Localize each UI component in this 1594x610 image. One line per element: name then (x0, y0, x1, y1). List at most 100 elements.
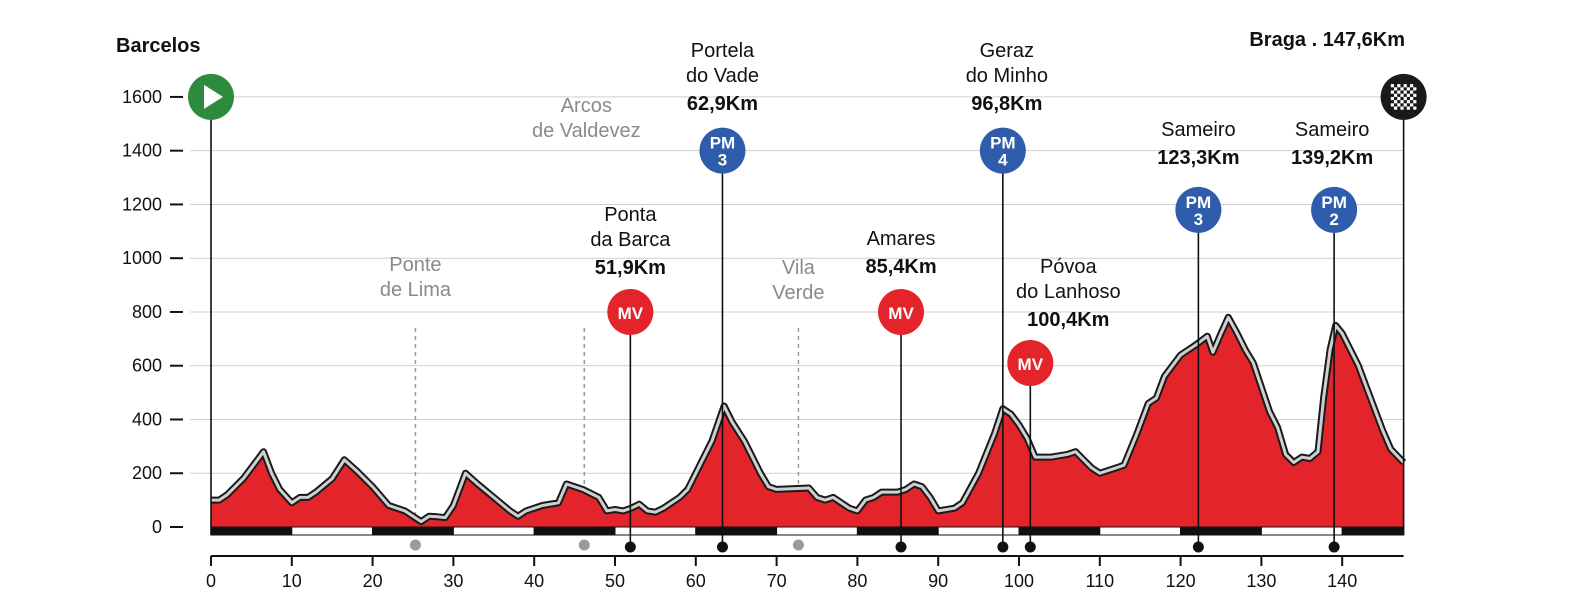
climb-marker: PM2 Sameiro 139,2Km (1291, 119, 1373, 553)
checkered-flag-icon (1390, 84, 1417, 110)
distance-segment (1018, 526, 1101, 536)
distance-segment (614, 526, 697, 536)
distance-segment (452, 526, 535, 536)
x-tick-label: 20 (363, 571, 383, 591)
marker-dot (1024, 541, 1036, 553)
x-tick-label: 10 (282, 571, 302, 591)
town-dot (578, 539, 590, 551)
checker-cell (1406, 93, 1411, 97)
y-tick-label: 1000 (122, 248, 162, 268)
x-tick-label: 70 (767, 571, 787, 591)
badge-label: MV (618, 304, 644, 323)
point-distance: 85,4Km (865, 256, 936, 278)
point-name: da Barca (590, 229, 671, 251)
y-tick-label: 400 (132, 409, 162, 429)
checker-cell (1403, 103, 1407, 107)
x-tick-label: 90 (928, 571, 948, 591)
checker-cell (1413, 87, 1417, 91)
mv-badge (607, 288, 654, 335)
point-name: do Minho (966, 65, 1048, 87)
x-tick-label: 80 (847, 571, 867, 591)
sprint-marker: MV Amares 85,4Km (865, 228, 937, 553)
town-markers: Ponte de Lima Arcos de Valdevez Vila Verde (380, 95, 825, 551)
y-axis: 0 200 400 600 800 1000 1200 1400 1600 (122, 87, 183, 537)
checker-cell (1406, 100, 1411, 104)
checker-cell (1403, 84, 1407, 88)
checker-cell (1410, 103, 1414, 107)
x-tick-label: 40 (524, 571, 544, 591)
marker-dot (716, 541, 728, 553)
point-distance: 51,9Km (595, 257, 666, 279)
checker-cell (1390, 90, 1395, 94)
x-tick-label: 140 (1327, 571, 1357, 591)
marker-dot (895, 541, 907, 553)
checker-cell (1410, 96, 1414, 101)
checker-cell (1403, 96, 1407, 101)
climb-marker: PM3 Sameiro 123,3Km (1157, 119, 1240, 553)
town-label: Arcos (561, 95, 612, 117)
point-distance: 123,3Km (1157, 147, 1239, 169)
checker-cell (1390, 96, 1395, 101)
distance-segment (1099, 526, 1182, 536)
x-tick-label: 0 (206, 571, 216, 591)
town-label: Vila (782, 257, 816, 279)
distance-segment (291, 526, 374, 536)
checker-cell (1406, 106, 1411, 110)
distance-segment (937, 526, 1020, 536)
checker-cell (1390, 103, 1395, 107)
badge-label: PM (1321, 193, 1347, 212)
x-tick-label: 100 (1004, 571, 1034, 591)
badge-label: PM (710, 134, 736, 153)
checker-cell (1413, 93, 1417, 97)
marker-dot (624, 541, 636, 553)
checker-cell (1403, 90, 1407, 94)
checker-cell (1400, 87, 1404, 91)
badge-category: 3 (1194, 210, 1203, 229)
distance-segment (1260, 526, 1343, 536)
town-label: de Lima (380, 279, 452, 301)
point-name: Sameiro (1161, 119, 1235, 141)
distance-segment (776, 526, 858, 536)
point-name: Póvoa (1040, 256, 1098, 278)
x-tick-label: 30 (443, 571, 463, 591)
finish-label: Braga . 147,6Km (1249, 29, 1405, 51)
elevation-profile (211, 313, 1407, 527)
point-name: do Vade (686, 65, 759, 87)
badge-label: PM (990, 134, 1016, 153)
y-tick-label: 800 (132, 302, 162, 322)
point-name: Sameiro (1295, 119, 1369, 141)
climb-marker: PM4 Geraz do Minho 96,8Km (966, 40, 1048, 553)
y-tick-label: 0 (152, 517, 162, 537)
town-dot (792, 539, 804, 551)
distance-segment (533, 526, 616, 536)
badge-category: 4 (998, 151, 1008, 170)
distance-segment (856, 526, 939, 536)
x-tick-label: 50 (605, 571, 625, 591)
checker-cell (1397, 103, 1401, 107)
x-tick-label: 60 (686, 571, 706, 591)
point-distance: 96,8Km (971, 93, 1042, 115)
climb-marker: PM3 Portela do Vade 62,9Km (686, 40, 759, 553)
distance-segment (372, 526, 454, 536)
checker-cell (1394, 100, 1398, 104)
point-name: Portela (691, 40, 755, 62)
distance-segment (1180, 526, 1262, 536)
marker-dot (1192, 541, 1204, 553)
pm-badge (699, 127, 746, 174)
checker-cell (1397, 96, 1401, 101)
start-finish: Barcelos Braga . 147,6Km (116, 29, 1427, 535)
badge-label: MV (888, 304, 914, 323)
checker-cell (1394, 106, 1398, 110)
checker-cell (1413, 106, 1417, 110)
point-name: Geraz (980, 40, 1034, 62)
distance-bar (210, 526, 1405, 536)
checker-cell (1394, 93, 1398, 97)
y-tick-label: 200 (132, 463, 162, 483)
badge-category: 3 (718, 151, 727, 170)
grid-lines (190, 96, 1404, 474)
town-label: de Valdevez (532, 120, 641, 142)
checker-cell (1400, 106, 1404, 110)
point-name: do Lanhoso (1016, 281, 1121, 303)
